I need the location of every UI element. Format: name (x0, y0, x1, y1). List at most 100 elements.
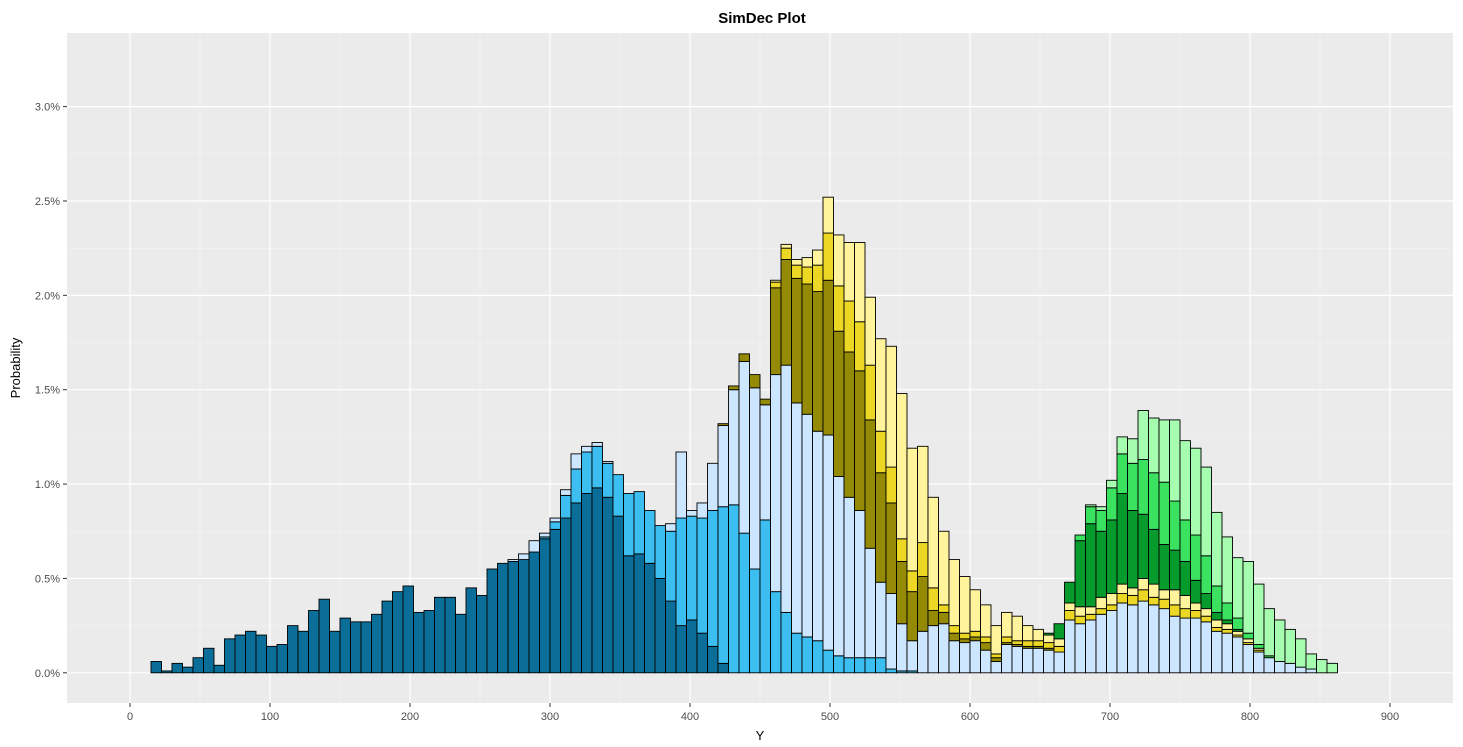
bar-segment (1085, 613, 1097, 621)
bar-segment (1211, 619, 1223, 628)
bar-segment (707, 645, 719, 674)
x-tick-label: 600 (961, 711, 979, 723)
bar-segment (1095, 506, 1107, 511)
bar-segment (371, 613, 383, 674)
bar-segment (717, 506, 729, 664)
y-axis-label: Probability (8, 337, 23, 398)
bar-segment (644, 562, 656, 674)
bar-segment (906, 447, 918, 572)
bar-segment (833, 285, 845, 332)
bar-segment (833, 476, 845, 657)
bar-segment (749, 568, 761, 674)
bar-segment (591, 445, 603, 489)
bar-segment (444, 596, 456, 674)
bar-segment (896, 561, 908, 625)
x-tick-label: 400 (681, 711, 699, 723)
bar-segment (318, 598, 330, 674)
bar-segment (864, 419, 876, 549)
bar-segment (1043, 634, 1055, 644)
bar-segment (1242, 644, 1254, 674)
bar-segment (1253, 651, 1265, 674)
bar-segment (1221, 623, 1233, 630)
bar-segment (696, 632, 708, 674)
bar-segment (465, 587, 477, 674)
bar-segment (843, 351, 855, 498)
bar-segment (234, 634, 246, 674)
bar-segment (833, 330, 845, 477)
bar-segment (854, 321, 866, 372)
bar-segment (591, 442, 603, 447)
bar-segment (1001, 611, 1013, 638)
bar-segment (1032, 628, 1044, 642)
bar-segment (1148, 472, 1160, 530)
bar-segment (276, 644, 288, 674)
bar-segment (990, 657, 1002, 662)
bar-segment (1127, 594, 1139, 606)
bar-segment (1179, 617, 1191, 674)
bar-segment (1211, 627, 1223, 632)
bar-segment (297, 630, 309, 674)
bar-segment (801, 266, 813, 285)
bar-segment (885, 668, 897, 674)
bar-segment (812, 249, 824, 266)
bar-segment (728, 385, 740, 391)
bar-segment (717, 423, 729, 427)
bar-segment (1106, 593, 1118, 606)
bar-segment (549, 521, 561, 530)
bar-segment (675, 517, 687, 627)
bar-segment (1158, 608, 1170, 674)
bar-segment (906, 570, 918, 593)
bar-segment (308, 610, 320, 674)
bar-segment (203, 647, 215, 674)
bar-segment (1095, 613, 1107, 674)
bar-segment (1022, 640, 1034, 647)
bar-segment (948, 559, 960, 627)
bar-segment (822, 434, 834, 651)
y-tick-label: 1.5% (35, 385, 60, 397)
bar-segment (938, 530, 950, 606)
bar-segment (381, 600, 393, 674)
bar-segment (266, 645, 278, 674)
bar-segment (1064, 619, 1076, 674)
bar-segment (1137, 589, 1149, 602)
bar-segment (150, 661, 162, 674)
bar-segment (875, 657, 887, 674)
bar-segment (1074, 606, 1086, 617)
bar-segment (1274, 619, 1286, 662)
x-tick-label: 500 (821, 711, 839, 723)
bar-segment (1095, 510, 1107, 532)
bar-segment (213, 664, 225, 674)
bar-segment (1158, 589, 1170, 600)
bar-segment (1127, 510, 1139, 589)
y-axis: 0.0% 0.5% 1.0% 1.5% 2.0% 2.5% 3.0% (35, 102, 67, 680)
bar-segment (1148, 596, 1160, 606)
bar-segment (917, 445, 929, 544)
bar-segment (570, 468, 582, 504)
bar-segment (591, 487, 603, 674)
bar-segment (1158, 598, 1170, 610)
bar-segment (1127, 587, 1139, 596)
bar-segment (539, 538, 551, 674)
bar-segment (1074, 540, 1086, 608)
bar-segment (791, 277, 803, 404)
bar-segment (938, 623, 950, 674)
bar-segment (1064, 610, 1076, 621)
bar-segment (738, 353, 750, 362)
bar-segment (1137, 600, 1149, 674)
bar-segment (1179, 440, 1191, 521)
y-tick-label: 2.0% (35, 290, 60, 302)
bar-segment (854, 242, 866, 323)
bar-segment (1085, 606, 1097, 615)
bar-segment (948, 640, 960, 674)
bar-segment (780, 243, 792, 249)
bar-segment (570, 502, 582, 674)
bar-segment (1085, 504, 1097, 508)
bar-segment (518, 553, 530, 561)
bar-segment (1116, 593, 1128, 604)
bar-segment (885, 466, 897, 504)
bar-segment (875, 430, 887, 474)
bar-segment (854, 510, 866, 659)
bar-segment (1169, 589, 1181, 606)
bar-segment (1263, 657, 1275, 674)
bar-segment (875, 472, 887, 583)
